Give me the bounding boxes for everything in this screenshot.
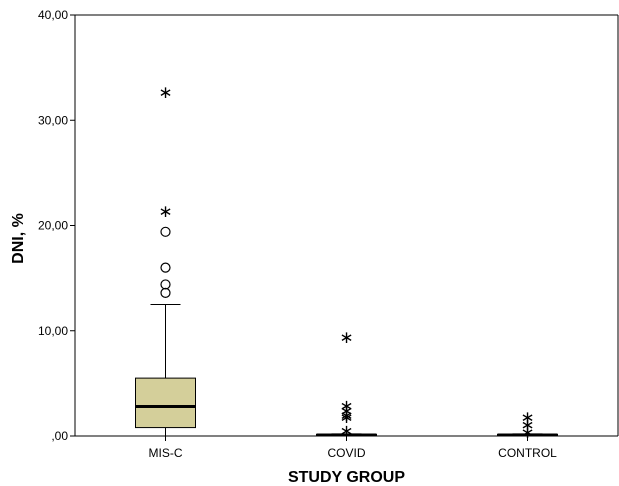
outlier-point bbox=[160, 287, 171, 298]
extreme-point: ∗ bbox=[339, 328, 353, 348]
outlier-point bbox=[160, 226, 171, 237]
extreme-point: ∗ bbox=[520, 415, 534, 435]
y-tick-label: 30,00 bbox=[38, 113, 68, 127]
y-tick-label: 10,00 bbox=[38, 324, 68, 338]
extreme-point: ∗ bbox=[520, 408, 534, 428]
y-axis-title: DNI, % bbox=[10, 213, 27, 264]
extreme-point: ∗ bbox=[520, 423, 534, 443]
extreme-point: ∗ bbox=[339, 422, 353, 442]
extreme-point: ∗ bbox=[158, 83, 172, 103]
extreme-point: ∗ bbox=[339, 396, 353, 416]
y-tick-label: 40,00 bbox=[38, 8, 68, 22]
outlier-point bbox=[160, 262, 171, 273]
extreme-point: ∗ bbox=[339, 402, 353, 422]
outlier-point bbox=[160, 279, 171, 290]
x-tick-label: CONTROL bbox=[498, 446, 557, 460]
y-tick-label: ,00 bbox=[51, 429, 68, 443]
extreme-point: ∗ bbox=[339, 406, 353, 426]
box-iqr bbox=[135, 377, 196, 429]
extreme-point: ∗ bbox=[339, 408, 353, 428]
y-tick-label: 20,00 bbox=[38, 219, 68, 233]
x-tick-label: MIS-C bbox=[149, 446, 183, 460]
x-tick-label: COVID bbox=[327, 446, 365, 460]
extreme-point: ∗ bbox=[158, 202, 172, 222]
x-axis-title: STUDY GROUP bbox=[288, 469, 405, 486]
